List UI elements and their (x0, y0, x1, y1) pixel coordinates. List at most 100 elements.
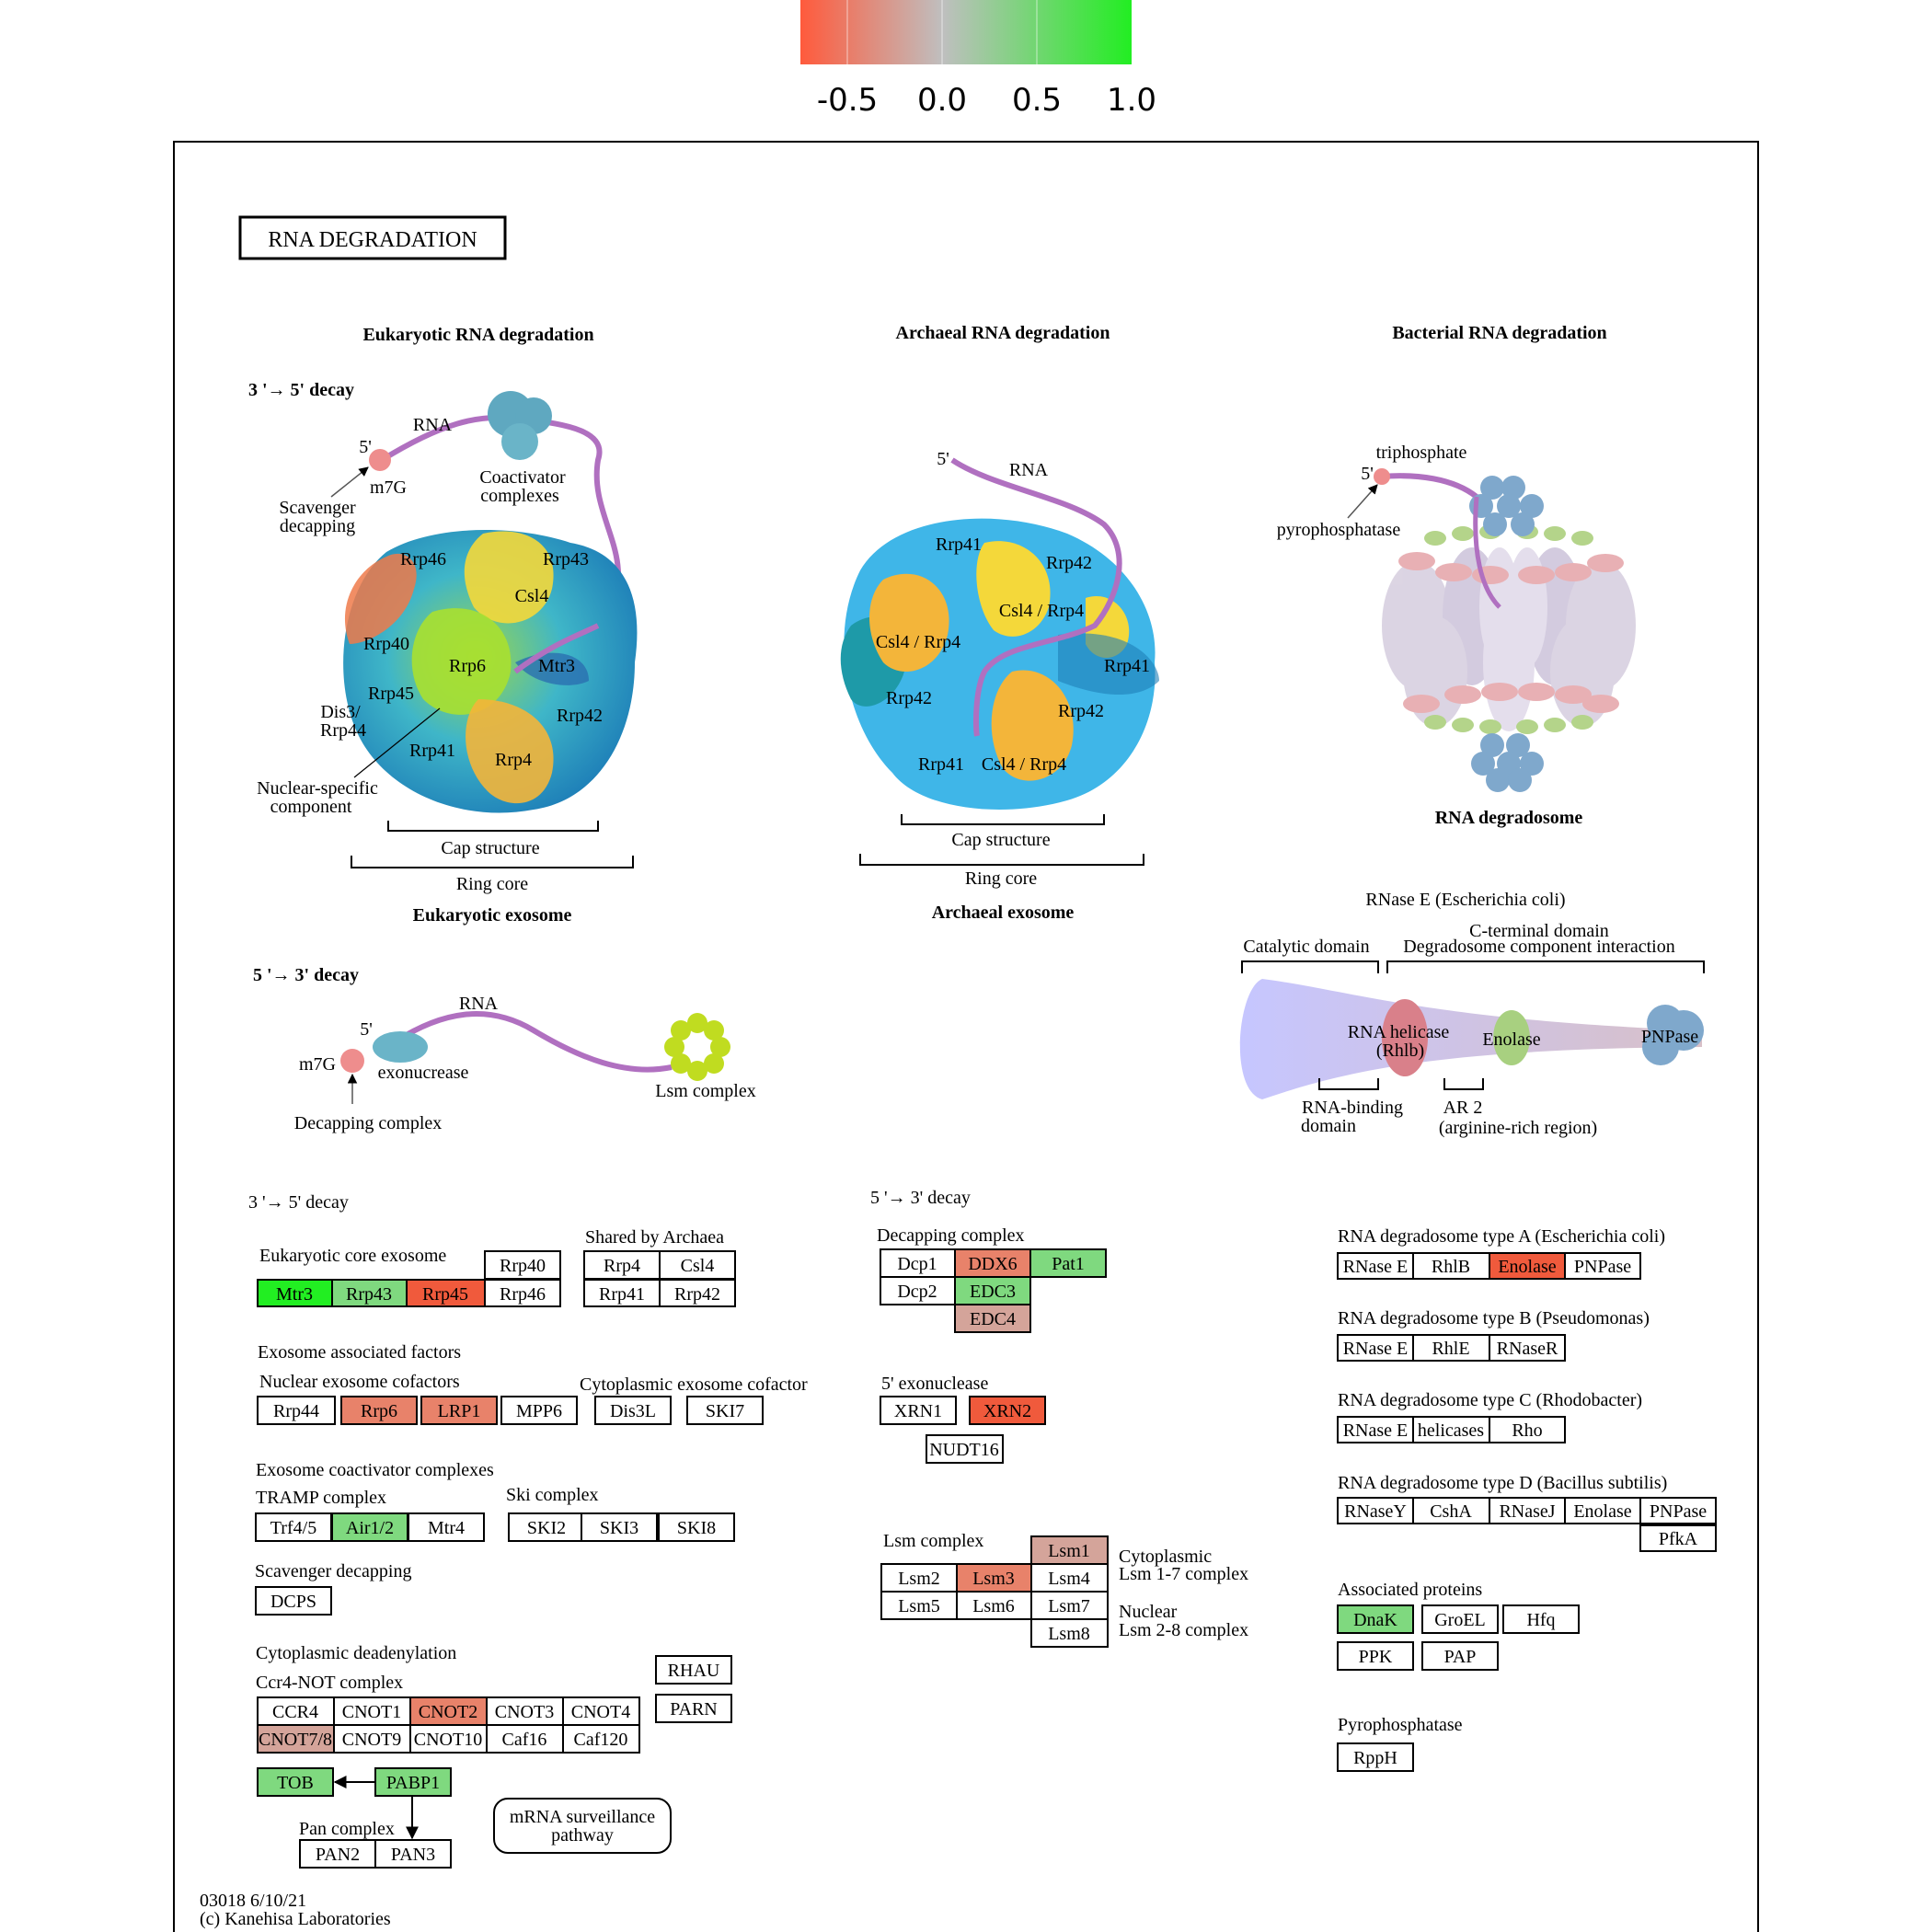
group-label: 5 '→ 3' decay (870, 1188, 971, 1208)
gene-box-mpp6[interactable]: MPP6 (500, 1396, 578, 1425)
gene-box-d-rnasey[interactable]: RNaseY (1337, 1497, 1414, 1524)
gene-box-dcps[interactable]: DCPS (255, 1586, 332, 1616)
gene-box-d-pfka[interactable]: PfkA (1639, 1524, 1717, 1552)
gene-box-dis3l[interactable]: Dis3L (594, 1396, 672, 1425)
gene-box-b-rhle[interactable]: RhlE (1412, 1334, 1490, 1362)
gene-box-mtr4[interactable]: Mtr4 (408, 1512, 485, 1542)
gene-box-lsm2[interactable]: Lsm2 (880, 1563, 958, 1593)
gene-box-rrp4[interactable]: Rrp4 (583, 1250, 661, 1280)
gene-box-d-csha[interactable]: CshA (1412, 1497, 1490, 1524)
gene-box-lsm8[interactable]: Lsm8 (1030, 1618, 1109, 1648)
gene-box-ski7[interactable]: SKI7 (686, 1396, 764, 1425)
rna-label: RNA (1009, 460, 1049, 480)
group-label: RNA degradosome type A (Escherichia coli… (1338, 1226, 1665, 1247)
gene-box-ski3[interactable]: SKI3 (581, 1512, 658, 1542)
gene-box-ski2[interactable]: SKI2 (508, 1512, 585, 1542)
gene-box-xrn2[interactable]: XRN2 (969, 1396, 1046, 1425)
gene-box-parn[interactable]: PARN (655, 1694, 732, 1723)
gene-box-cnot1[interactable]: CNOT1 (333, 1696, 411, 1726)
gene-box-caf120[interactable]: Caf120 (562, 1724, 640, 1754)
decapping-complex-label: Decapping complex (294, 1113, 443, 1133)
gene-box-ddx6[interactable]: DDX6 (954, 1248, 1031, 1278)
gene-box-groel[interactable]: GroEL (1421, 1604, 1499, 1634)
gene-boxes: Mtr3 Rrp43 Rrp45 Rrp40 Rrp46 Rrp4 Csl4 R… (255, 1248, 1717, 1869)
gene-box-ppk[interactable]: PPK (1337, 1641, 1414, 1671)
gene-box-a-rhlb[interactable]: RhlB (1412, 1252, 1490, 1280)
arch-subunit-label: Csl4 / Rrp4 (999, 601, 1084, 621)
gene-box-cnot2[interactable]: CNOT2 (409, 1696, 488, 1726)
gene-box-tob[interactable]: TOB (257, 1767, 334, 1797)
gene-box-air1-2[interactable]: Air1/2 (331, 1512, 408, 1542)
gene-box-cnot10[interactable]: CNOT10 (409, 1724, 488, 1754)
gene-box-lsm5[interactable]: Lsm5 (880, 1591, 958, 1620)
gene-box-c-rho[interactable]: Rho (1489, 1416, 1566, 1443)
gene-label: Rho (1512, 1420, 1542, 1441)
gene-box-pan3[interactable]: PAN3 (374, 1839, 452, 1869)
gene-box-xrn1[interactable]: XRN1 (880, 1396, 957, 1425)
gene-label: Lsm3 (972, 1569, 1015, 1589)
arch-subunit-label: Rrp41 (1104, 656, 1150, 676)
gene-box-c-rnase-e[interactable]: RNase E (1337, 1416, 1414, 1443)
gene-box-rrp41[interactable]: Rrp41 (583, 1279, 661, 1307)
catalytic-domain-label: Catalytic domain (1243, 937, 1369, 957)
archaeal-exosome-name: Archaeal exosome (932, 903, 1075, 923)
gene-box-b-rnaser[interactable]: RNaseR (1489, 1334, 1566, 1362)
gene-box-dcp1[interactable]: Dcp1 (880, 1248, 956, 1278)
gene-box-dnak[interactable]: DnaK (1337, 1604, 1414, 1634)
gene-box-a-rnase-e[interactable]: RNase E (1337, 1252, 1414, 1280)
gene-box-lsm4[interactable]: Lsm4 (1030, 1563, 1109, 1593)
gene-box-lsm1[interactable]: Lsm1 (1030, 1535, 1109, 1565)
gene-box-lsm3[interactable]: Lsm3 (956, 1563, 1032, 1593)
gene-box-ski8[interactable]: SKI8 (658, 1512, 735, 1542)
gene-label: EDC4 (970, 1309, 1016, 1329)
gene-box-mtr3[interactable]: Mtr3 (257, 1279, 333, 1307)
m7g-cap (340, 1049, 364, 1073)
gene-box-d-enolase[interactable]: Enolase (1564, 1497, 1641, 1524)
gene-box-a-enolase[interactable]: Enolase (1489, 1252, 1566, 1280)
gene-box-cnot7-8[interactable]: CNOT7/8 (257, 1724, 335, 1754)
group-label: Nuclear exosome cofactors (259, 1372, 460, 1392)
gene-box-cnot9[interactable]: CNOT9 (333, 1724, 411, 1754)
gene-box-lrp1[interactable]: LRP1 (420, 1396, 498, 1425)
gene-box-edc3[interactable]: EDC3 (954, 1276, 1031, 1305)
gene-label: Enolase (1573, 1501, 1631, 1522)
gene-box-dcp2[interactable]: Dcp2 (880, 1276, 956, 1305)
gene-box-rrp42[interactable]: Rrp42 (659, 1279, 736, 1307)
gene-box-trf4-5[interactable]: Trf4/5 (255, 1512, 332, 1542)
archaeal-exosome-illustration: 5' RNA Rrp41 Rrp42 Csl4 / Rrp4 Csl4 / Rr… (840, 449, 1159, 923)
gene-box-nudt16[interactable]: NUDT16 (926, 1434, 1004, 1464)
gene-box-pan2[interactable]: PAN2 (299, 1839, 376, 1869)
gene-box-rrp6[interactable]: Rrp6 (340, 1396, 418, 1425)
gene-box-d-pnpase[interactable]: PNPase (1639, 1497, 1717, 1524)
gene-box-cnot3[interactable]: CNOT3 (486, 1696, 564, 1726)
gene-box-b-rnase-e[interactable]: RNase E (1337, 1334, 1414, 1362)
m7g-label: m7G (370, 477, 407, 498)
gene-box-rrp40[interactable]: Rrp40 (484, 1250, 561, 1280)
gene-box-pap[interactable]: PAP (1421, 1641, 1499, 1671)
gene-box-c-helicases[interactable]: helicases (1412, 1416, 1490, 1443)
gene-box-ccr4[interactable]: CCR4 (257, 1696, 335, 1726)
gene-box-lsm6[interactable]: Lsm6 (956, 1591, 1032, 1620)
gene-box-rrp43[interactable]: Rrp43 (331, 1279, 408, 1307)
archaeal-rna-strand (950, 457, 1122, 737)
gene-box-rrp44[interactable]: Rrp44 (257, 1396, 336, 1425)
gene-box-rhau[interactable]: RHAU (655, 1655, 732, 1685)
gene-box-hfq[interactable]: Hfq (1502, 1604, 1580, 1634)
mrna-surveillance-pathway-link[interactable]: mRNA surveillance pathway (493, 1798, 672, 1854)
bacterial-heading: Bacterial RNA degradation (1392, 323, 1606, 343)
gene-box-pabp1[interactable]: PABP1 (374, 1767, 452, 1797)
gene-box-rrp46[interactable]: Rrp46 (484, 1279, 561, 1307)
gene-box-rrp45[interactable]: Rrp45 (406, 1279, 486, 1307)
gene-box-lsm7[interactable]: Lsm7 (1030, 1591, 1109, 1620)
gene-label: Lsm2 (898, 1569, 940, 1589)
gene-box-edc4[interactable]: EDC4 (954, 1304, 1031, 1333)
gene-box-caf16[interactable]: Caf16 (486, 1724, 564, 1754)
gene-label: Rrp43 (346, 1284, 392, 1305)
gene-box-cnot4[interactable]: CNOT4 (562, 1696, 640, 1726)
gene-box-d-rnasej[interactable]: RNaseJ (1489, 1497, 1566, 1524)
group-label: RNA degradosome type D (Bacillus subtili… (1338, 1473, 1667, 1493)
gene-box-pat1[interactable]: Pat1 (1029, 1248, 1107, 1278)
gene-box-rpph[interactable]: RppH (1337, 1742, 1414, 1772)
gene-box-csl4[interactable]: Csl4 (659, 1250, 736, 1280)
gene-box-a-pnpase[interactable]: PNPase (1564, 1252, 1641, 1280)
